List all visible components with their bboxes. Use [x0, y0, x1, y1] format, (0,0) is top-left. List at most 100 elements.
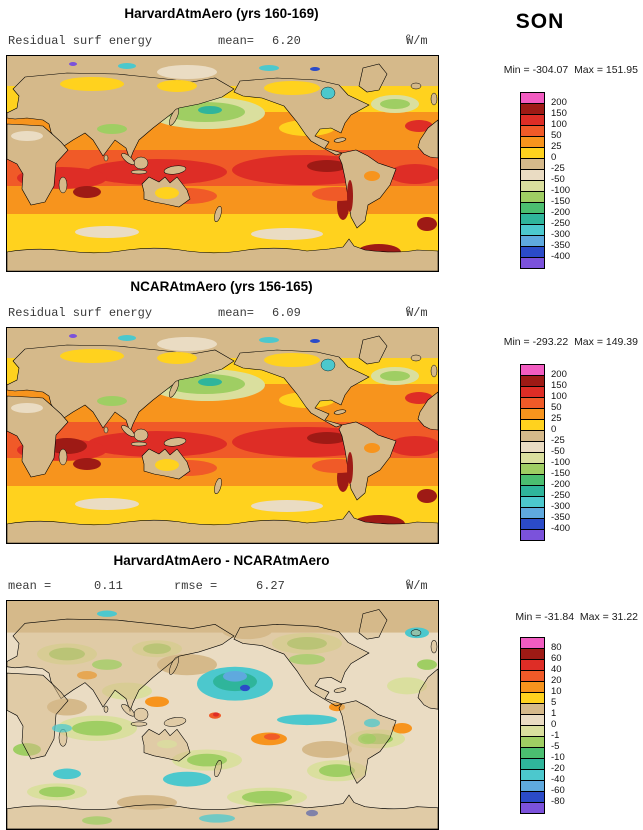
contour-blob [155, 187, 179, 199]
colorbar-tick-label: -50 [551, 446, 565, 457]
island-shape [133, 156, 149, 170]
contour-blob [392, 722, 412, 734]
contour-blob [157, 352, 197, 364]
panel2-units-label: W/m 2 [406, 306, 428, 320]
panel2-title: NCARAtmAero (yrs 156-165) [130, 279, 313, 294]
colorbar-tick-label: -50 [551, 174, 565, 185]
hudson-bay [320, 86, 336, 100]
contour-blob [198, 378, 222, 386]
colorbar-panel2: 200 150 100 50 25 0 -25 -50 -100 -150 -200 -250 -300… [520, 364, 590, 544]
contour-blob [242, 790, 292, 804]
contour-blob [389, 164, 438, 184]
colorbar-tick-label: -150 [551, 196, 571, 207]
latitude-band [7, 486, 438, 520]
island-shape [58, 176, 68, 194]
contour-blob [417, 489, 437, 503]
contour-blob [75, 498, 139, 510]
contour-blob [97, 124, 127, 134]
continent-shape [7, 72, 235, 161]
panel2-variable-label: Residual surf energy [8, 306, 153, 320]
island-shape [214, 477, 222, 495]
contour-blob [11, 131, 43, 141]
continent-shape [358, 63, 388, 93]
island-shape [163, 717, 187, 727]
island-shape [121, 153, 135, 165]
island-shape [103, 705, 109, 713]
contour-blob [251, 228, 323, 240]
contour-blob [358, 733, 376, 745]
contour-blob [251, 500, 323, 512]
colorbar-tick-label: -350 [551, 240, 571, 251]
colorbar-tick-label: 40 [551, 664, 562, 675]
colorbar-swatch-column [520, 364, 545, 541]
continent-shape [233, 77, 370, 156]
contour-blob [387, 677, 427, 695]
contour-blob [92, 659, 122, 670]
colorbar-tick-label: -350 [551, 512, 571, 523]
panel3-units-label: W/m 2 [406, 579, 428, 593]
map-difference [6, 600, 439, 830]
island-shape [214, 760, 222, 778]
map-harvardatmaero [6, 55, 439, 272]
contour-blob [53, 768, 81, 780]
colorbar-tick-label: 50 [551, 402, 562, 413]
panel1-subtitle: Residual surf energy mean= 6.20 W/m 2 [6, 34, 437, 49]
island-shape [58, 448, 68, 466]
contour-blob [364, 718, 380, 728]
contour-blob [73, 186, 101, 198]
contour-blob [87, 159, 227, 185]
island-shape [333, 137, 347, 143]
contour-blob [157, 337, 217, 351]
panel2-mean-value: 6.09 [272, 306, 301, 320]
contour-blob [11, 403, 43, 413]
contour-blob [405, 120, 433, 132]
colorbar-swatch-column [520, 637, 545, 814]
colorbar-tick-label: 5 [551, 697, 557, 708]
contour-blob [259, 65, 279, 71]
contour-blob [97, 610, 117, 617]
continent-shape [417, 668, 438, 710]
island-shape [333, 409, 347, 415]
contour-blob [364, 171, 380, 181]
contour-blob [380, 99, 410, 109]
contour-blob [157, 80, 197, 92]
colorbar-tick-label: 150 [551, 108, 567, 119]
continent-shape [233, 624, 370, 707]
colorbar-tick-label: -80 [551, 796, 565, 807]
continent-shape [7, 672, 69, 760]
colorbar-tick-label: 200 [551, 97, 567, 108]
colorbar-panel3: 80 60 40 20 10 5 1 0 -1 -5 -10 -20 -40 -60 -80 [520, 637, 590, 817]
panel3-minmax: Min = -31.84 Max = 31.22 [515, 611, 638, 623]
colorbar-tick-label: 10 [551, 686, 562, 697]
island-shape [121, 425, 135, 437]
colorbar-tick-label: 100 [551, 119, 567, 130]
island-shape [410, 82, 422, 90]
colorbar-tick-label: -300 [551, 501, 571, 512]
island-shape [163, 437, 187, 447]
contour-blob [264, 81, 320, 95]
contour-blob [389, 436, 438, 456]
colorbar-tick-label: -200 [551, 479, 571, 490]
continent-shape [338, 421, 397, 501]
contour-blob [264, 353, 320, 367]
colorbar-tick-label: 25 [551, 141, 562, 152]
island-shape [169, 656, 179, 675]
contour-blob [198, 106, 222, 114]
continent-shape [7, 344, 235, 433]
colorbar-swatch [520, 802, 545, 814]
colorbar-tick-label: -250 [551, 490, 571, 501]
island-shape [333, 687, 347, 693]
colorbar-swatch [520, 257, 545, 269]
colorbar-tick-label: -300 [551, 229, 571, 240]
colorbar-tick-label: -150 [551, 468, 571, 479]
contour-blob [60, 77, 124, 91]
continent-shape [358, 609, 388, 640]
island-shape [103, 426, 109, 434]
colorbar-tick-label: -10 [551, 752, 565, 763]
panel1-units-label: W/m 2 [406, 34, 428, 48]
colorbar-tick-label: 50 [551, 130, 562, 141]
antarctica-shape [7, 510, 438, 543]
panel3-subtitle: mean = 0.11 rmse = 6.27 W/m 2 [6, 579, 437, 594]
contour-blob [73, 458, 101, 470]
contour-blob [60, 349, 124, 363]
